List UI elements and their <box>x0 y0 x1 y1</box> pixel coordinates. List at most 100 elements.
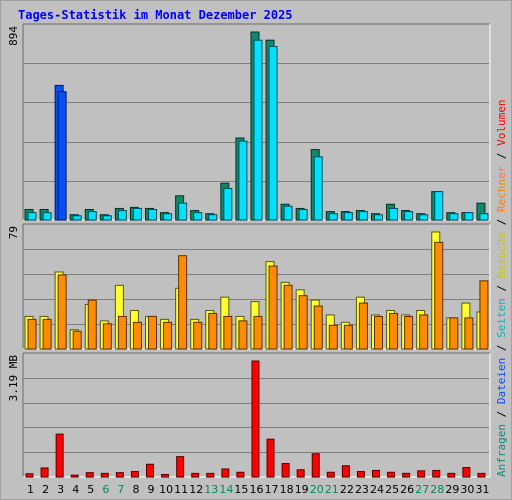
bar-dateien-day-20 <box>313 156 323 221</box>
bar-dateien-day-16 <box>253 39 263 221</box>
x-tick-label-day-11: 11 <box>174 483 188 496</box>
bar-volumen-day-28 <box>432 469 441 478</box>
bar-dateien-day-23 <box>358 211 368 221</box>
bar-besuche-day-22 <box>343 324 353 350</box>
bar-dateien-day-10 <box>163 213 173 221</box>
bar-dateien-day-21 <box>328 213 338 221</box>
x-tick-label-day-4: 4 <box>72 483 79 496</box>
bar-dateien-day-24 <box>373 214 383 221</box>
bar-dateien-day-2 <box>42 212 52 221</box>
bar-volumen-day-3 <box>55 433 64 478</box>
x-tick-label-day-6: 6 <box>102 483 109 496</box>
panel-volume-ymax-label: 3.19 MB <box>7 355 20 402</box>
bar-volumen-day-1 <box>25 473 34 478</box>
x-tick-label-day-7: 7 <box>117 483 124 496</box>
bar-besuche-day-10 <box>163 321 173 350</box>
x-tick-label-day-12: 12 <box>189 483 203 496</box>
legend-dateien: Dateien <box>495 358 508 404</box>
x-tick-label-day-2: 2 <box>42 483 49 496</box>
bar-besuche-day-12 <box>193 321 203 350</box>
bar-besuche-day-4 <box>72 330 82 350</box>
bar-volumen-day-8 <box>130 471 139 478</box>
bar-besuche-day-28 <box>434 241 444 350</box>
bar-besuche-day-2 <box>42 318 52 350</box>
x-tick-label-day-10: 10 <box>159 483 173 496</box>
bar-volumen-day-13 <box>206 472 215 478</box>
legend-separator: / <box>495 212 508 232</box>
bar-dateien-day-11 <box>178 202 188 221</box>
bar-volumen-day-24 <box>371 469 380 478</box>
legend-separator: / <box>495 338 508 358</box>
bar-besuche-day-8 <box>132 321 142 350</box>
x-tick-label-day-21: 21 <box>325 483 339 496</box>
bar-besuche-day-14 <box>223 315 233 350</box>
panel-requests-ymax-label: 894 <box>7 26 20 46</box>
bar-besuche-day-31 <box>479 280 489 350</box>
x-tick-label-day-24: 24 <box>370 483 384 496</box>
bar-volumen-day-26 <box>402 472 411 478</box>
bar-volumen-day-20 <box>311 453 320 478</box>
bar-besuche-day-9 <box>148 315 158 350</box>
x-tick-label-day-20: 20 <box>310 483 324 496</box>
side-legend: Anfragen / Dateien / Seiten / Besuche / … <box>495 99 508 477</box>
bar-besuche-day-27 <box>419 314 429 350</box>
bar-dateien-day-9 <box>148 208 158 221</box>
bar-dateien-day-27 <box>419 214 429 221</box>
bar-dateien-day-8 <box>132 207 142 221</box>
bar-volumen-day-18 <box>281 463 290 478</box>
bar-volumen-day-12 <box>191 472 200 478</box>
bar-volumen-day-15 <box>236 471 245 478</box>
bar-volumen-day-17 <box>266 438 275 478</box>
bar-dateien-day-6 <box>102 215 112 221</box>
bar-besuche-day-24 <box>373 315 383 350</box>
bar-dateien-day-18 <box>283 205 293 221</box>
bar-volumen-day-6 <box>100 472 109 478</box>
bar-besuche-day-13 <box>208 312 218 350</box>
x-tick-label-day-19: 19 <box>295 483 309 496</box>
bar-dateien-day-1 <box>27 212 37 221</box>
x-tick-label-day-30: 30 <box>460 483 474 496</box>
x-tick-label-day-27: 27 <box>415 483 429 496</box>
bar-volumen-day-2 <box>40 467 49 478</box>
bar-besuche-day-18 <box>283 284 293 350</box>
bar-volumen-day-16 <box>251 360 260 478</box>
bar-volumen-day-9 <box>146 463 155 478</box>
bar-volumen-day-30 <box>462 467 471 478</box>
bar-dateien-day-26 <box>404 211 414 221</box>
bar-volumen-day-31 <box>477 472 486 478</box>
panel-pages-ymax-label: 79 <box>7 226 20 239</box>
bar-volumen-day-29 <box>447 472 456 478</box>
bar-volumen-day-19 <box>296 469 305 478</box>
legend-rechner: Rechner <box>495 165 508 212</box>
legend-separator: / <box>495 278 508 298</box>
bar-volumen-day-21 <box>326 471 335 478</box>
bar-besuche-day-19 <box>298 295 308 350</box>
x-tick-label-day-29: 29 <box>445 483 459 496</box>
bar-besuche-day-11 <box>178 255 188 350</box>
legend-besuche: Besuche <box>495 232 508 278</box>
x-tick-label-day-25: 25 <box>385 483 399 496</box>
bar-dateien-day-30 <box>464 212 474 221</box>
bar-dateien-day-31 <box>479 213 489 221</box>
bar-dateien-day-3 <box>57 91 67 221</box>
bar-volumen-day-10 <box>161 473 170 478</box>
bar-dateien-day-15 <box>238 140 248 221</box>
bar-volumen-day-23 <box>356 471 365 478</box>
bar-dateien-day-22 <box>343 212 353 221</box>
bar-besuche-day-5 <box>87 299 97 350</box>
x-tick-label-day-9: 9 <box>148 483 155 496</box>
x-tick-label-day-17: 17 <box>265 483 279 496</box>
bar-besuche-day-6 <box>102 323 112 350</box>
legend-anfragen: Anfragen <box>495 424 508 477</box>
x-tick-label-day-1: 1 <box>27 483 34 496</box>
legend-volumen: Volumen <box>495 99 508 145</box>
bar-dateien-day-19 <box>298 208 308 221</box>
bar-dateien-day-17 <box>268 46 278 221</box>
x-tick-label-day-14: 14 <box>219 483 233 496</box>
bar-dateien-day-28 <box>434 191 444 221</box>
bar-besuche-day-20 <box>313 305 323 350</box>
bar-volumen-day-5 <box>85 472 94 478</box>
bar-besuche-day-26 <box>404 315 414 350</box>
bar-volumen-day-7 <box>115 472 124 478</box>
